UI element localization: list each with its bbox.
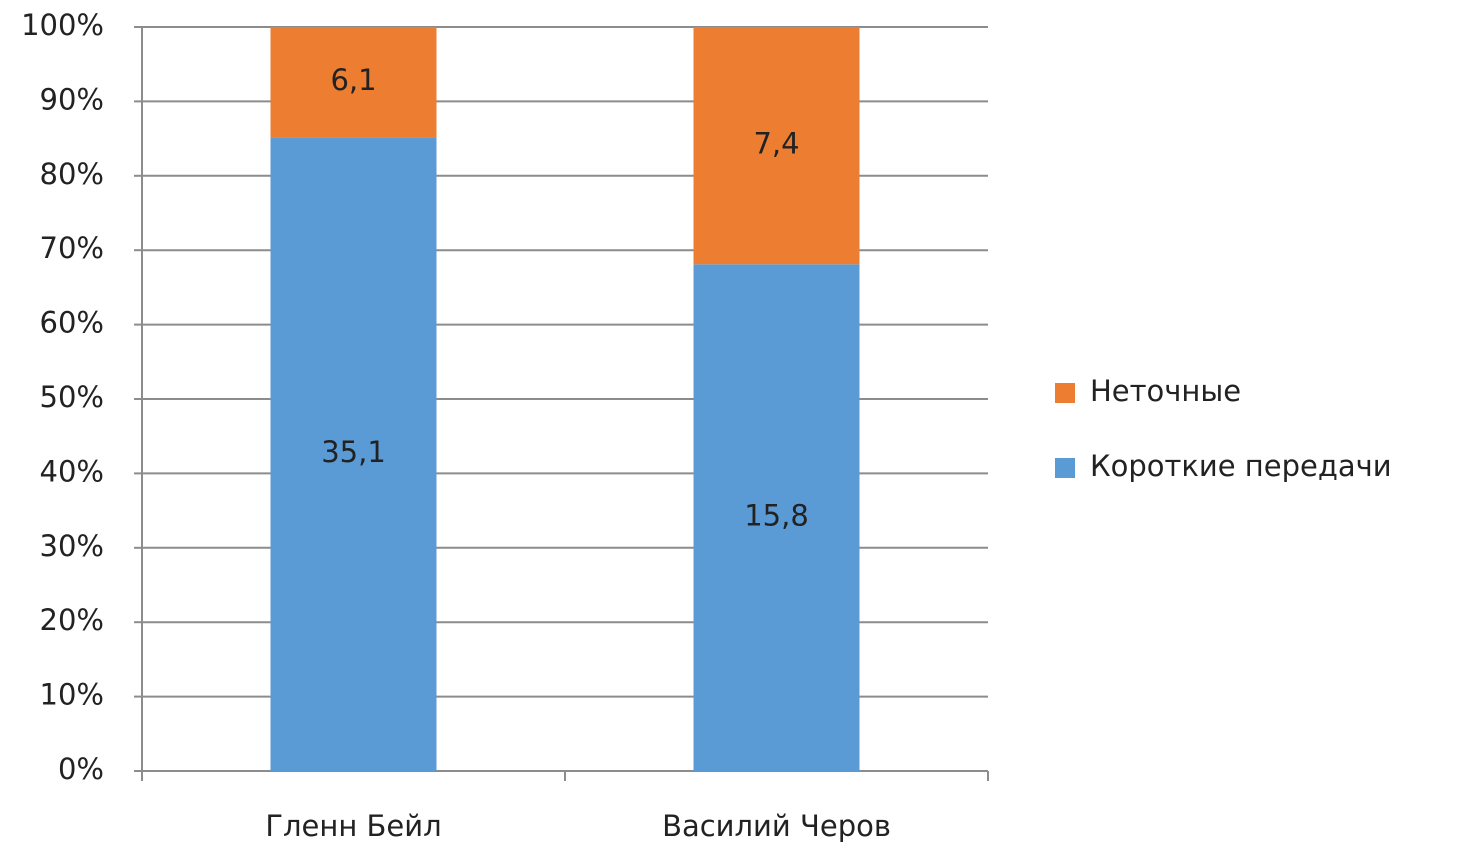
y-tick-label: 10% bbox=[40, 678, 104, 712]
y-tick-label: 20% bbox=[40, 603, 104, 637]
y-tick-label: 50% bbox=[40, 380, 104, 414]
legend-label: Неточные bbox=[1090, 374, 1241, 408]
legend-label: Короткие передачи bbox=[1090, 449, 1392, 483]
legend-swatch bbox=[1055, 458, 1075, 478]
y-tick-label: 80% bbox=[40, 157, 104, 191]
y-tick-label: 90% bbox=[40, 82, 104, 116]
bar-segment bbox=[693, 264, 860, 771]
y-tick-label: 40% bbox=[40, 454, 104, 488]
value-label: 15,8 bbox=[744, 499, 809, 533]
y-tick-label: 0% bbox=[58, 752, 104, 786]
legend-swatch bbox=[1055, 383, 1075, 403]
y-tick-label: 100% bbox=[21, 8, 104, 42]
bar-segment bbox=[693, 27, 860, 265]
value-label: 35,1 bbox=[321, 435, 386, 469]
bar-segment bbox=[270, 137, 437, 771]
bar-segment bbox=[270, 27, 437, 138]
value-label: 7,4 bbox=[753, 127, 799, 161]
x-tick-label: Василий Черов bbox=[662, 809, 891, 843]
value-label: 6,1 bbox=[330, 63, 376, 97]
x-tick-label: Гленн Бейл bbox=[265, 809, 441, 843]
y-tick-label: 30% bbox=[40, 529, 104, 563]
y-tick-label: 70% bbox=[40, 231, 104, 265]
y-tick-label: 60% bbox=[40, 306, 104, 340]
